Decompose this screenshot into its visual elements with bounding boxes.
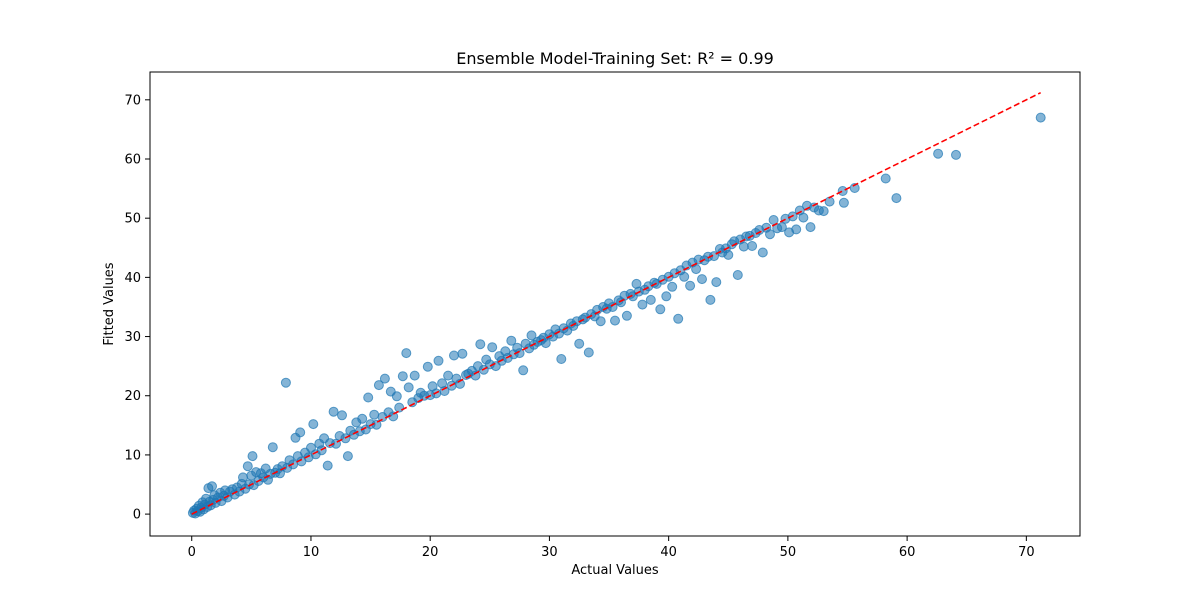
points-layer	[187, 112, 1046, 519]
data-point	[610, 315, 620, 326]
data-point	[818, 206, 829, 217]
data-point	[655, 304, 666, 315]
data-point	[679, 271, 690, 282]
data-point	[457, 348, 468, 359]
data-point	[667, 281, 678, 292]
data-point	[1035, 112, 1046, 123]
reference-line-layer	[191, 91, 1042, 515]
y-tick-label: 0	[133, 508, 141, 523]
x-tick-label: 70	[1018, 545, 1035, 560]
data-point	[403, 382, 414, 393]
data-point	[791, 224, 802, 235]
data-point	[891, 193, 902, 204]
data-point	[711, 277, 722, 288]
data-point	[798, 212, 809, 223]
y-tick-label: 20	[124, 389, 141, 404]
data-point	[280, 377, 291, 388]
data-point	[518, 365, 529, 376]
data-point	[242, 461, 253, 472]
data-point	[951, 149, 961, 160]
y-tick-label: 30	[124, 330, 141, 345]
data-point	[757, 247, 768, 258]
data-point	[685, 280, 696, 291]
data-point	[439, 386, 450, 396]
data-point	[540, 338, 551, 349]
data-point	[747, 241, 758, 251]
data-point	[673, 313, 684, 324]
x-axis-title: Actual Values	[571, 563, 659, 578]
y-tick-label: 50	[124, 212, 141, 227]
y-tick-label: 60	[124, 153, 141, 168]
data-point	[391, 391, 402, 402]
data-point	[487, 342, 498, 353]
data-point	[475, 339, 486, 350]
data-point	[805, 222, 816, 233]
y-axis-title: Fitted Values	[102, 262, 117, 345]
data-point	[765, 229, 775, 240]
data-point	[373, 380, 384, 391]
data-point	[308, 419, 319, 430]
y-tick-label: 70	[124, 93, 141, 108]
x-tick-label: 40	[660, 545, 677, 560]
data-point	[506, 335, 517, 346]
plot-frame	[149, 71, 1081, 537]
data-point	[357, 413, 368, 424]
data-point	[661, 291, 672, 302]
data-point	[526, 330, 537, 341]
data-point	[880, 173, 891, 184]
data-point	[556, 354, 567, 364]
data-point	[738, 241, 749, 252]
data-point	[574, 338, 585, 349]
data-point	[723, 249, 734, 260]
data-point	[247, 451, 258, 462]
data-point	[337, 410, 347, 421]
x-axis: 0 10 20 30 40 50 60 70	[188, 536, 1035, 560]
data-point	[433, 355, 444, 366]
reference-line	[191, 91, 1042, 515]
data-point	[363, 392, 374, 403]
data-point	[342, 451, 353, 462]
data-point	[328, 406, 339, 417]
x-tick-label: 50	[780, 545, 797, 560]
x-tick-label: 0	[188, 545, 196, 560]
data-point	[443, 370, 454, 381]
data-point	[697, 274, 707, 285]
data-point	[583, 347, 594, 358]
data-point	[645, 294, 656, 305]
data-point	[369, 409, 380, 420]
y-tick-label: 40	[124, 271, 141, 286]
data-point	[379, 373, 390, 384]
data-point	[838, 197, 849, 208]
data-point	[449, 350, 459, 361]
data-point	[595, 316, 606, 327]
data-point	[621, 310, 632, 321]
data-point	[824, 196, 835, 207]
data-point	[295, 427, 306, 438]
data-point	[732, 270, 743, 280]
x-tick-label: 30	[541, 545, 558, 560]
data-point	[705, 294, 716, 305]
x-tick-label: 10	[303, 545, 320, 560]
y-axis: 0 10 20 30 40 50 60 70	[124, 93, 150, 523]
chart-title: Ensemble Model-Training Set: R² = 0.99	[456, 49, 774, 68]
data-point	[322, 460, 333, 471]
data-point	[394, 402, 405, 413]
data-point	[637, 299, 648, 310]
data-point	[776, 222, 787, 233]
data-point	[267, 442, 278, 453]
data-point	[409, 370, 420, 381]
data-point	[422, 361, 433, 372]
data-point	[933, 148, 944, 159]
data-point	[401, 348, 412, 359]
data-point	[397, 371, 408, 382]
x-tick-label: 60	[899, 545, 916, 560]
data-point	[207, 481, 217, 492]
x-tick-label: 20	[422, 545, 439, 560]
y-tick-label: 10	[124, 448, 141, 463]
data-point	[837, 186, 848, 196]
